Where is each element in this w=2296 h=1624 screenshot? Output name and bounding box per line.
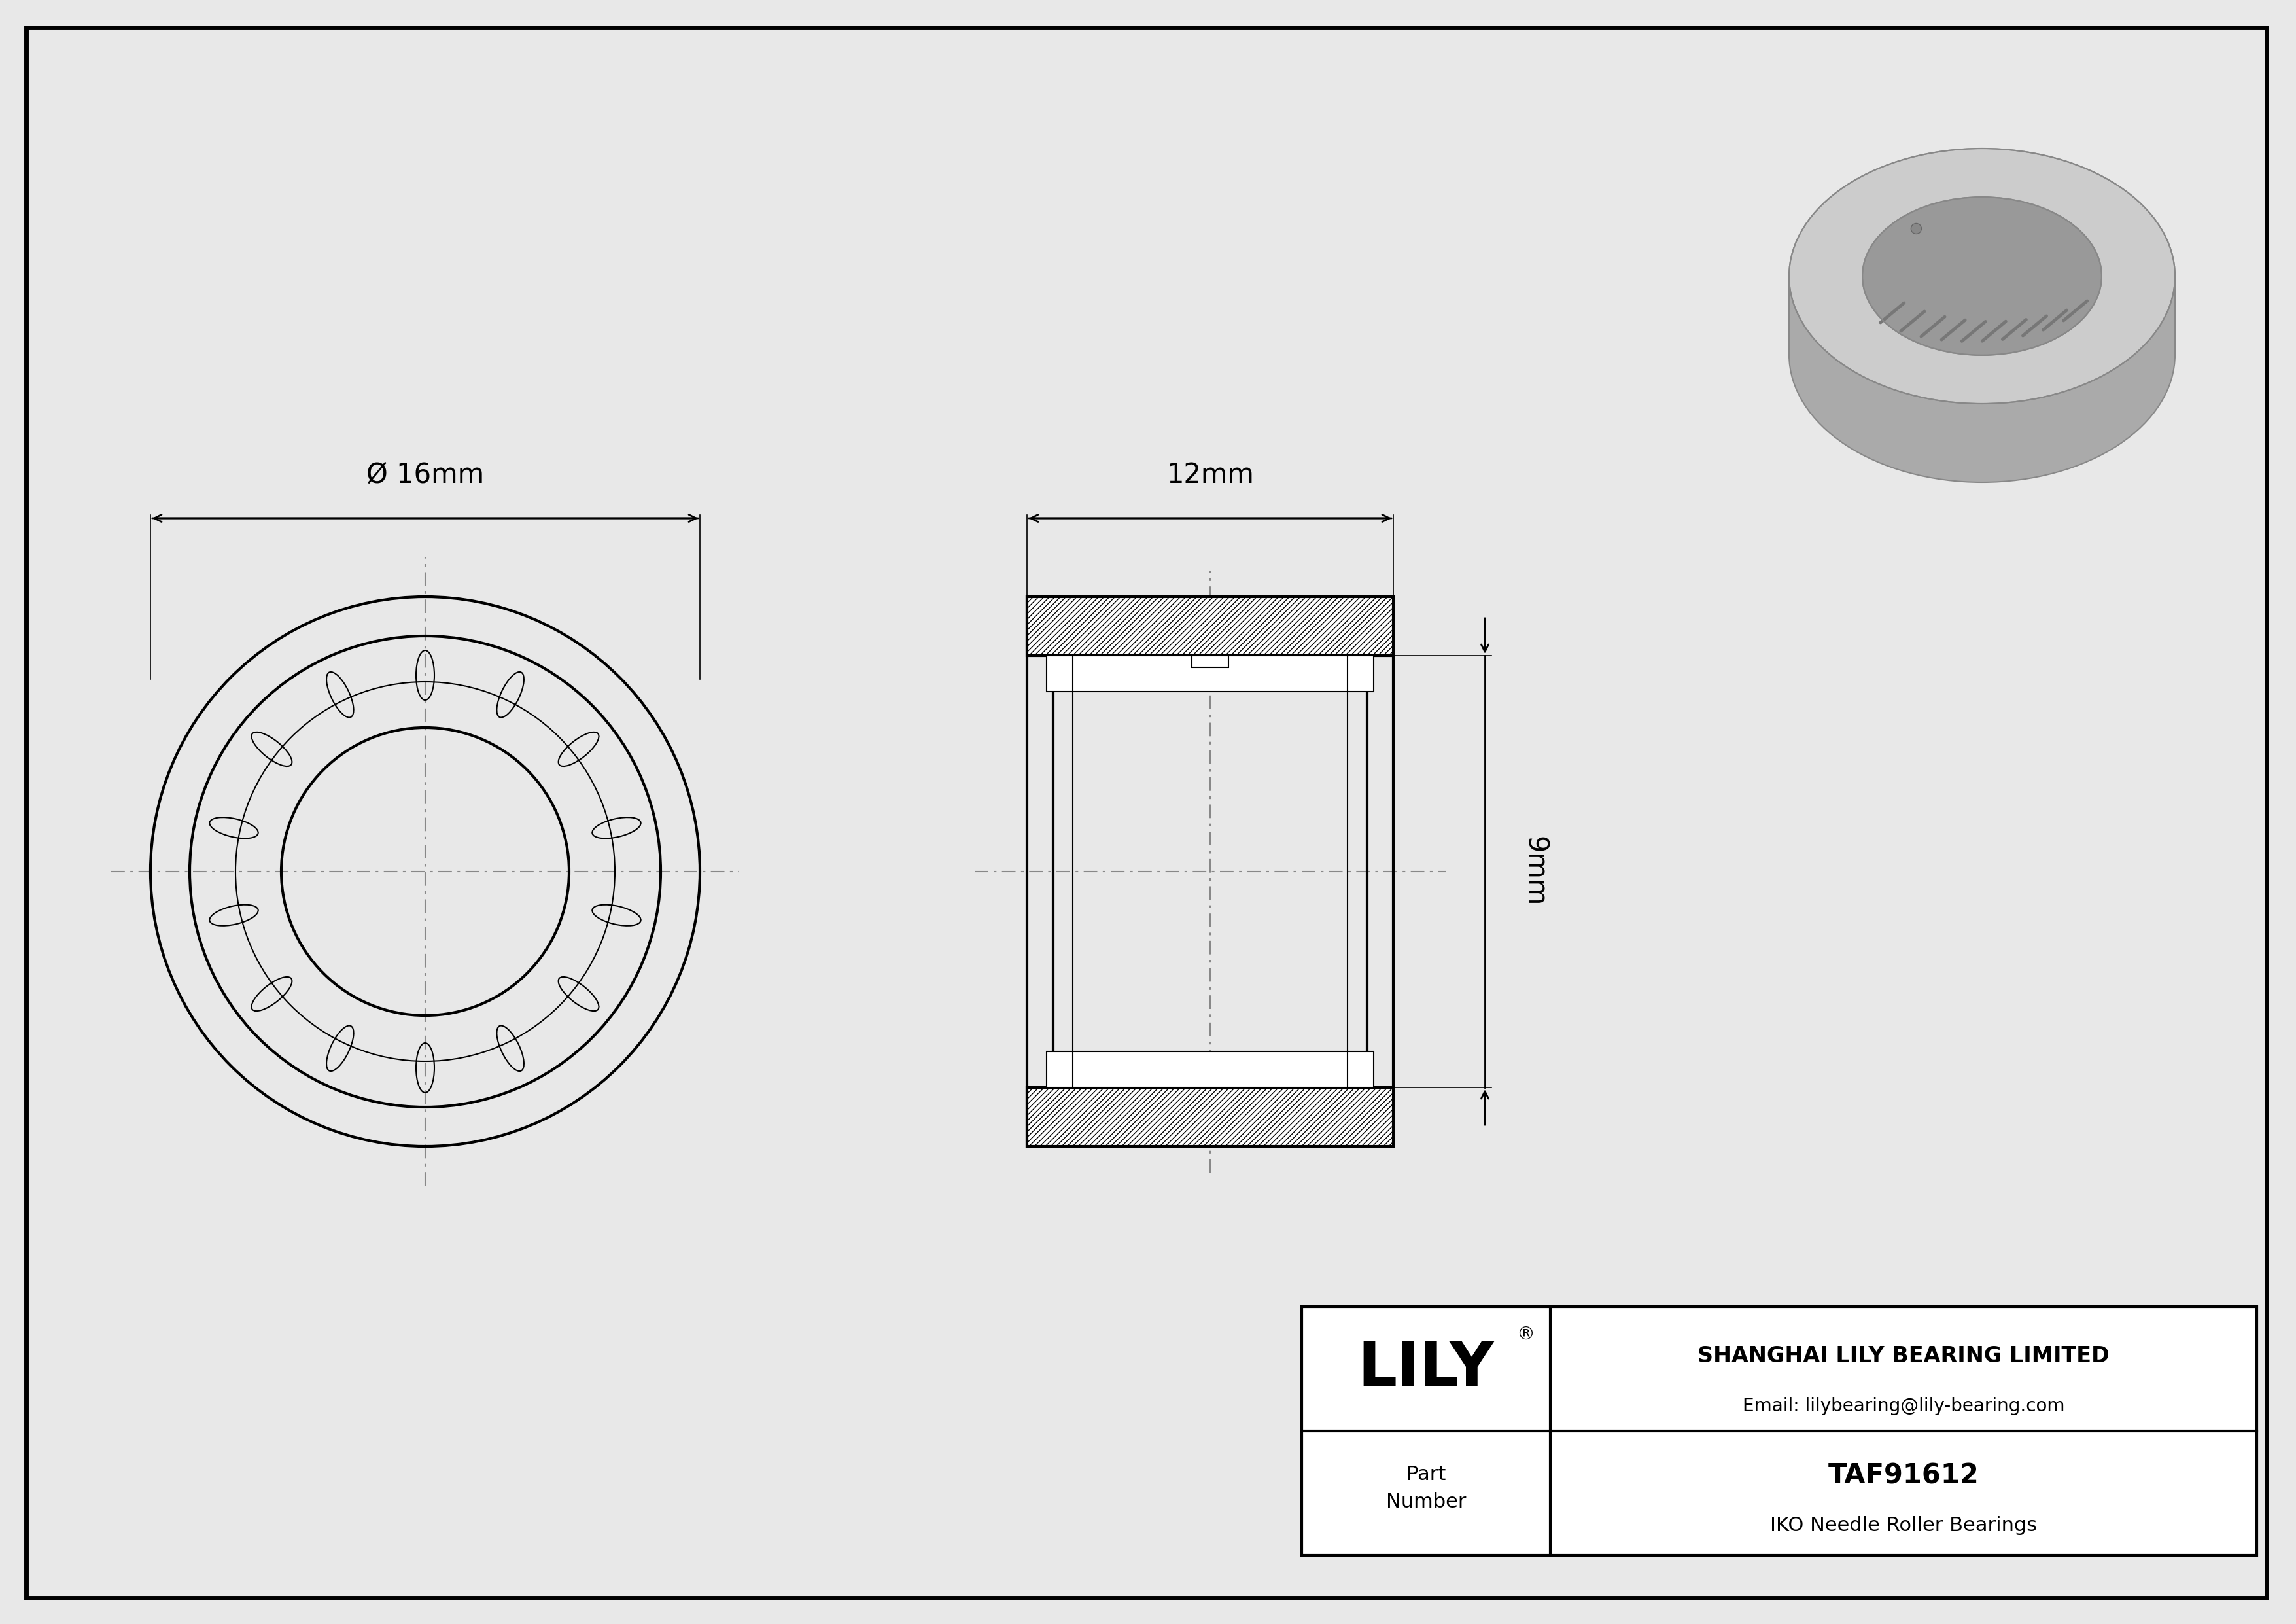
Text: ®: ® xyxy=(1515,1325,1534,1345)
Text: Ø 16mm: Ø 16mm xyxy=(367,461,484,489)
Bar xyxy=(1047,1051,1373,1088)
Bar xyxy=(1047,656,1373,692)
Ellipse shape xyxy=(1789,227,2174,482)
Text: 9mm: 9mm xyxy=(1520,836,1548,906)
Bar xyxy=(1026,596,1394,656)
Bar xyxy=(1192,656,1228,667)
Text: Email: lilybearing@lily-bearing.com: Email: lilybearing@lily-bearing.com xyxy=(1743,1397,2064,1415)
Ellipse shape xyxy=(1862,197,2101,356)
Text: 12mm: 12mm xyxy=(1166,461,1254,489)
Text: LILY: LILY xyxy=(1357,1338,1495,1398)
Bar xyxy=(1789,276,2174,354)
Text: Part
Number: Part Number xyxy=(1387,1465,1465,1512)
Text: SHANGHAI LILY BEARING LIMITED: SHANGHAI LILY BEARING LIMITED xyxy=(1697,1346,2110,1367)
Bar xyxy=(1302,1307,2257,1556)
Bar xyxy=(1026,596,1394,1147)
Text: TAF91612: TAF91612 xyxy=(1828,1462,1979,1489)
Ellipse shape xyxy=(1789,148,2174,404)
Text: IKO Needle Roller Bearings: IKO Needle Roller Bearings xyxy=(1770,1515,2037,1535)
Circle shape xyxy=(1910,224,1922,234)
Bar xyxy=(1026,1088,1394,1147)
Bar xyxy=(1054,656,1366,1088)
